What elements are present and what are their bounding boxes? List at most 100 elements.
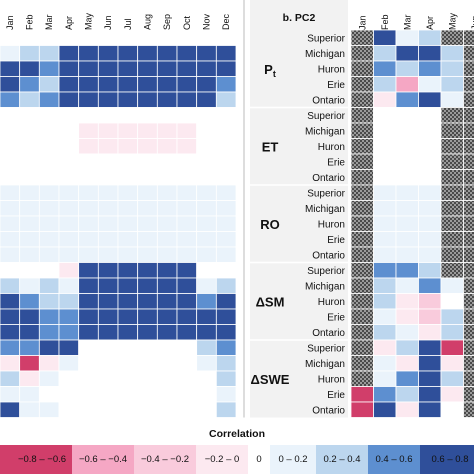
heatmap-cell [38, 122, 60, 139]
heatmap-cell [418, 246, 442, 263]
heatmap-cell [38, 293, 60, 310]
colorbar-label: −0.2 – 0 [205, 454, 240, 465]
heatmap-cell [97, 153, 119, 170]
heatmap-cell [156, 138, 178, 155]
heatmap-cell [137, 60, 158, 77]
heatmap-cell [440, 153, 464, 170]
heatmap-cell [373, 184, 397, 201]
heatmap-cell [156, 308, 178, 325]
heatmap-cell [176, 293, 198, 310]
heatmap-cell [395, 246, 419, 263]
heatmap-cell [156, 401, 178, 418]
heatmap-cell [395, 308, 419, 325]
heatmap-cell [440, 324, 464, 341]
heatmap-cell [395, 324, 419, 341]
lake-label: Superior [307, 111, 345, 122]
heatmap-cell [215, 386, 237, 403]
heatmap-cell [395, 200, 419, 217]
lake-label: Ontario [312, 250, 345, 261]
colorbar-swatch [420, 445, 474, 474]
heatmap-cell [373, 215, 397, 232]
heatmap-cell [418, 401, 442, 418]
month-header: Jul [123, 18, 133, 30]
heatmap-cell [215, 231, 237, 248]
heatmap-cell [196, 355, 217, 372]
heatmap-cell [117, 76, 139, 93]
heatmap-cell [19, 60, 40, 77]
heatmap-cell [418, 277, 442, 294]
heatmap-cell [196, 231, 217, 248]
heatmap-cell [215, 308, 237, 325]
heatmap-cell [19, 122, 40, 139]
heatmap-cell [117, 262, 139, 279]
heatmap-cell [38, 401, 60, 418]
heatmap-cell [176, 355, 198, 372]
heatmap-cell [176, 60, 198, 77]
heatmap-cell [463, 76, 474, 93]
heatmap-cell [156, 184, 178, 201]
heatmap-cell [38, 200, 60, 217]
heatmap-cell [418, 215, 442, 232]
heatmap-cell [78, 293, 99, 310]
heatmap-cell [440, 246, 464, 263]
heatmap-cell [215, 76, 237, 93]
month-header: Jun [470, 15, 474, 30]
heatmap-cell [137, 324, 158, 341]
heatmap-cell [117, 277, 139, 294]
heatmap-cell [395, 60, 419, 77]
month-header: May [447, 12, 457, 30]
heatmap-cell [58, 339, 80, 356]
heatmap-cell [176, 215, 198, 232]
heatmap-cell [58, 231, 80, 248]
lake-label: Superior [307, 343, 345, 354]
heatmap-cell [97, 370, 119, 387]
heatmap-cell [117, 231, 139, 248]
heatmap-cell [350, 29, 374, 46]
variable-label: Pt [264, 62, 276, 79]
heatmap-cell [19, 169, 40, 186]
heatmap-cell [38, 91, 60, 108]
heatmap-cell [395, 370, 419, 387]
heatmap-cell [156, 231, 178, 248]
heatmap-cell [156, 277, 178, 294]
heatmap-cell [395, 231, 419, 248]
heatmap-cell [395, 262, 419, 279]
heatmap-cell [0, 184, 21, 201]
heatmap-cell [418, 107, 442, 124]
heatmap-cell [215, 215, 237, 232]
heatmap-cell [418, 308, 442, 325]
heatmap-cell [137, 153, 158, 170]
heatmap-cell [463, 138, 474, 155]
lake-label: Huron [318, 64, 345, 75]
heatmap-cell [137, 401, 158, 418]
heatmap-cell [176, 246, 198, 263]
heatmap-cell [58, 386, 80, 403]
panel-a: Jan Feb Mar Apr May Jun Jul Aug Sep Oct Nov Dec [0, 12, 237, 418]
heatmap-cell [97, 122, 119, 139]
heatmap-cell [395, 76, 419, 93]
heatmap-cell [440, 215, 464, 232]
heatmap-cell [440, 60, 464, 77]
lake-label: Superior [307, 188, 345, 199]
heatmap-cell [196, 401, 217, 418]
heatmap-cell [350, 45, 374, 62]
heatmap-cell [19, 401, 40, 418]
heatmap-cell [350, 339, 374, 356]
heatmap-cell [58, 262, 80, 279]
heatmap-cell [176, 200, 198, 217]
heatmap-cell [78, 153, 99, 170]
heatmap-cell [58, 355, 80, 372]
heatmap-cell [196, 138, 217, 155]
heatmap-cell [156, 122, 178, 139]
heatmap-cell [78, 45, 99, 62]
heatmap-cell [176, 386, 198, 403]
heatmap-cell [97, 107, 119, 124]
heatmap-cell [117, 308, 139, 325]
heatmap-cell [395, 401, 419, 418]
heatmap-cell [58, 246, 80, 263]
heatmap-cell [78, 200, 99, 217]
heatmap-cell [463, 386, 474, 403]
heatmap-cell [19, 45, 40, 62]
heatmap-cell [176, 76, 198, 93]
heatmap-cell [97, 308, 119, 325]
